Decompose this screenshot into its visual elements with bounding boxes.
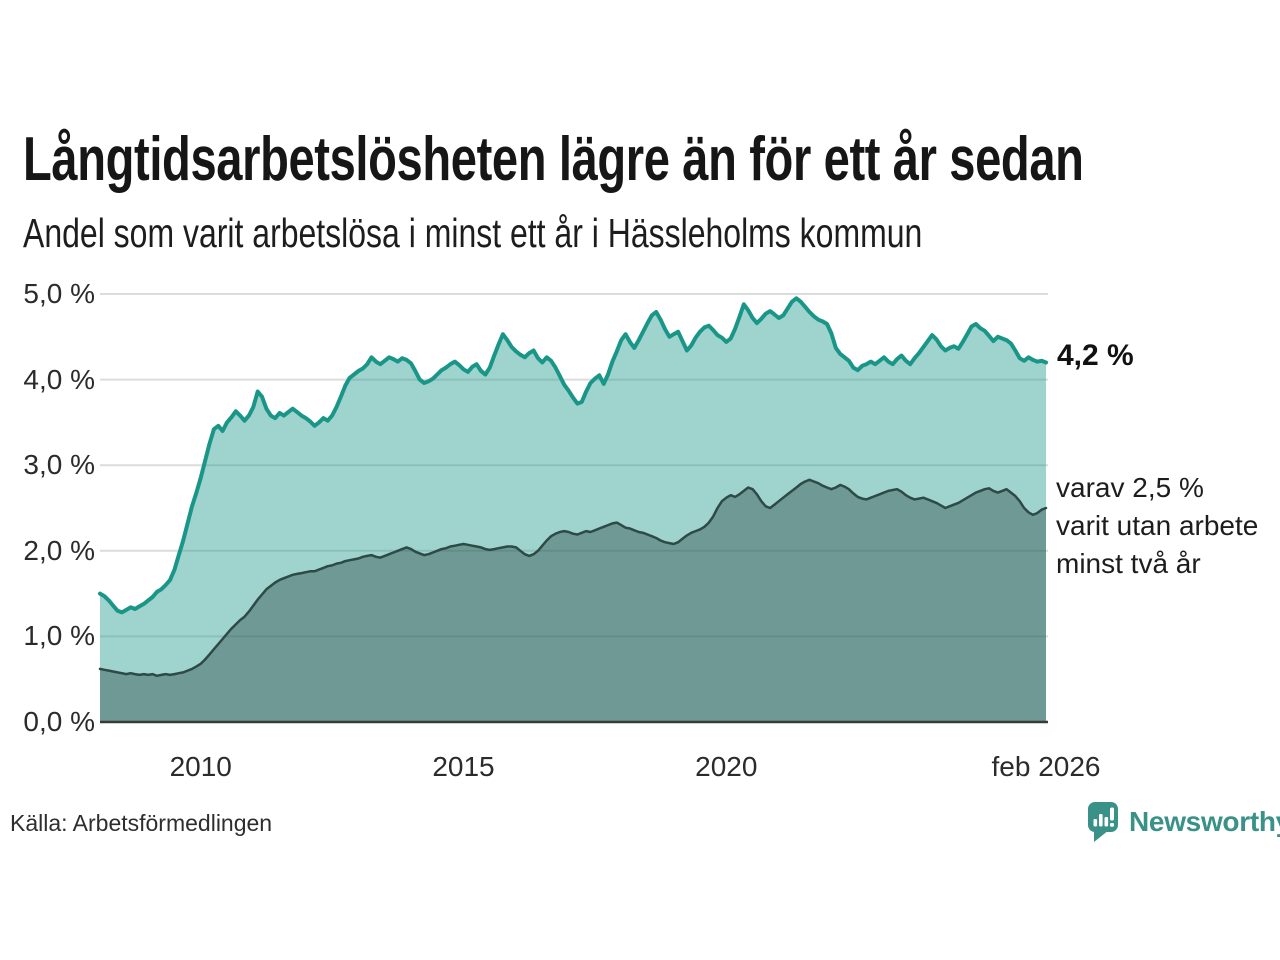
secondary-series-label-line: minst två år <box>1056 548 1201 579</box>
x-axis-label: 2020 <box>695 751 758 782</box>
secondary-series-label-line: varit utan arbete <box>1056 510 1259 541</box>
latest-value-label: 4,2 % <box>1057 339 1134 372</box>
source-credit: Källa: Arbetsförmedlingen <box>10 810 273 836</box>
brand-logo: Newsworthy <box>1086 799 1280 845</box>
y-axis-label: 2,0 % <box>23 534 95 566</box>
x-axis-label: feb 2026 <box>991 751 1101 782</box>
newsworthy-logo-icon <box>1088 802 1118 842</box>
x-axis-label: 2015 <box>432 751 495 782</box>
y-axis-label: 3,0 % <box>23 449 95 481</box>
brand-wordmark: Newsworthy <box>1129 806 1280 837</box>
y-axis-label: 1,0 % <box>23 620 95 652</box>
x-axis-label: 2010 <box>169 751 232 782</box>
page-subtitle: Andel som varit arbetslösa i minst ett å… <box>23 210 923 256</box>
y-axis-label: 4,0 % <box>23 363 95 395</box>
secondary-series-label: varav 2,5 % varit utan arbete minst två … <box>1056 469 1258 583</box>
y-axis-label: 0,0 % <box>23 706 95 737</box>
y-axis-label: 5,0 % <box>23 278 95 309</box>
page-title: Långtidsarbetslösheten lägre än för ett … <box>23 125 1084 194</box>
secondary-series-label-line: varav 2,5 % <box>1056 472 1204 503</box>
